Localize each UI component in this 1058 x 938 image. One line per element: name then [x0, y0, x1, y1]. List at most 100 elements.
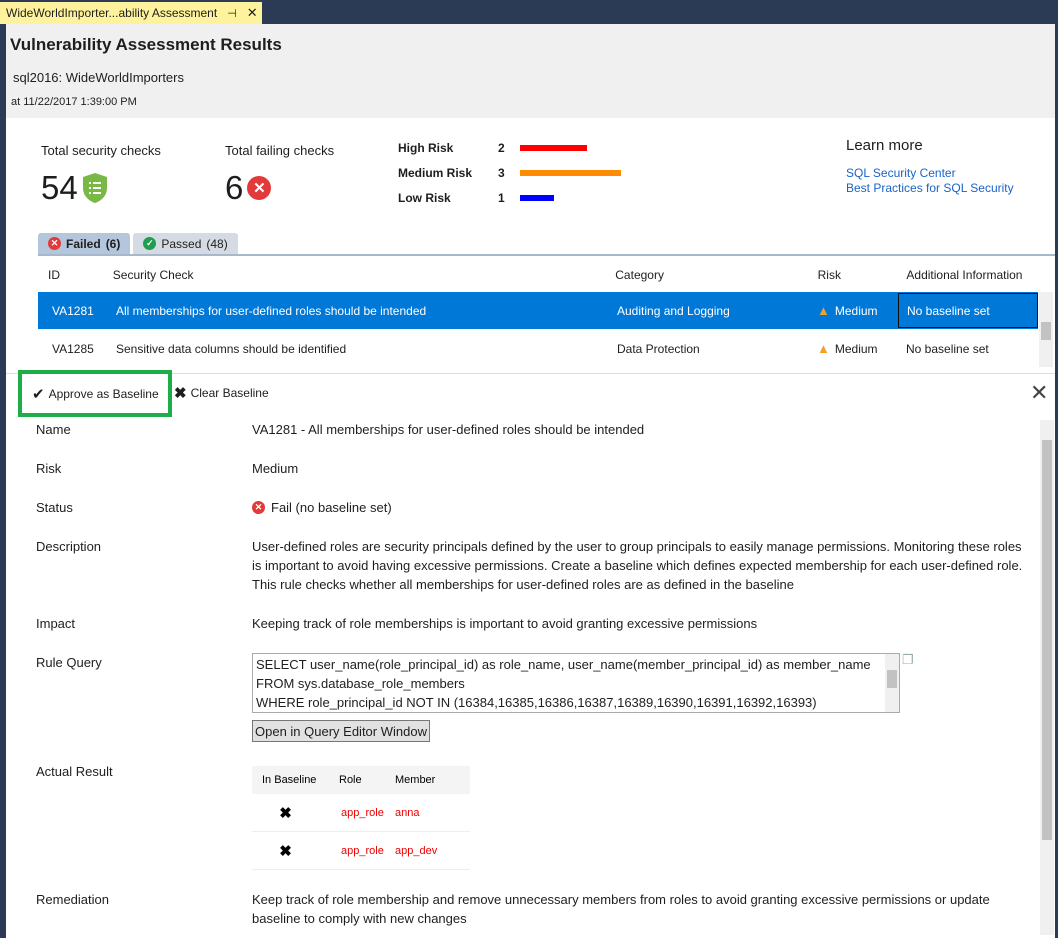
warning-icon: ▲	[817, 303, 830, 318]
table-row[interactable]: VA1281 All memberships for user-defined r…	[38, 292, 1038, 329]
cell-category: Auditing and Logging	[617, 303, 730, 318]
cell-role: app_role	[341, 844, 384, 857]
description-value: User-defined roles are security principa…	[252, 539, 1023, 592]
copy-icon[interactable]: ❐	[902, 652, 914, 667]
total-checks: 54	[41, 169, 108, 207]
total-value: 54	[41, 169, 78, 206]
risk-summary: High Risk 2 Medium Risk 3 Low Risk 1	[398, 135, 621, 210]
risk-label: High Risk	[398, 140, 454, 155]
warning-icon: ▲	[817, 341, 830, 356]
failing-checks-label: Total failing checks	[225, 143, 335, 158]
risk-value: Medium	[252, 461, 299, 476]
result-row: ✖ app_role app_dev	[252, 832, 470, 870]
header: Vulnerability Assessment Results sql2016…	[6, 24, 1055, 118]
check-icon: ✔	[32, 385, 45, 403]
cell-id: VA1281	[52, 303, 94, 318]
query-line: FROM sys.database_role_members	[256, 676, 465, 691]
cell-risk: Medium	[834, 341, 878, 356]
approve-label: Approve as Baseline	[48, 386, 159, 401]
pin-icon[interactable]: ⊣	[227, 7, 237, 20]
cell-role: app_role	[341, 806, 384, 819]
col-in-baseline: In Baseline	[262, 774, 317, 786]
failing-value: 6	[225, 169, 244, 206]
cell-id: VA1285	[52, 341, 94, 356]
col-category[interactable]: Category	[615, 268, 664, 282]
result-row: ✖ app_role anna	[252, 794, 470, 832]
tab-passed[interactable]: ✓ Passed (48)	[133, 233, 238, 254]
pass-icon: ✓	[143, 237, 157, 250]
server-db: sql2016: WideWorldImporters	[13, 70, 184, 85]
col-additional-info[interactable]: Additional Information	[906, 268, 1023, 282]
approve-baseline-button[interactable]: ✔ Approve as Baseline	[18, 370, 172, 417]
description-label: Description	[36, 539, 102, 554]
details-toolbar	[6, 373, 1055, 413]
close-details-icon[interactable]: ✕	[1030, 380, 1049, 405]
detail-status: Status ✕ Fail (no baseline set)	[36, 498, 1036, 517]
col-member: Member	[395, 774, 436, 786]
x-icon: ✖	[174, 385, 187, 402]
details-panel: Name VA1281 - All memberships for user-de…	[36, 420, 1036, 938]
fail-icon: ✕	[48, 237, 61, 250]
risk-label: Medium Risk	[398, 165, 473, 180]
not-in-baseline-icon: ✖	[279, 842, 292, 860]
risk-label: Low Risk	[398, 190, 451, 205]
fail-icon: ✕	[252, 501, 265, 514]
cell-category: Data Protection	[617, 341, 700, 356]
remediation-value: Keep track of role membership and remove…	[252, 892, 990, 926]
query-line: WHERE role_principal_id NOT IN (16384,16…	[256, 695, 817, 710]
query-label: Rule Query	[36, 655, 102, 670]
query-scrollbar[interactable]	[885, 654, 899, 712]
detail-description: Description User-defined roles are securi…	[36, 537, 1036, 594]
tab-count: (48)	[206, 236, 228, 251]
details-scrollbar[interactable]	[1040, 420, 1054, 935]
impact-value: Keeping track of role memberships is imp…	[252, 616, 758, 631]
table-header: ID Security Check Category Risk Addition…	[38, 264, 1038, 286]
content: Vulnerability Assessment Results sql2016…	[6, 24, 1055, 938]
detail-name: Name VA1281 - All memberships for user-de…	[36, 420, 1036, 439]
col-security-check[interactable]: Security Check	[112, 268, 194, 282]
status-label: Status	[36, 500, 73, 515]
risk-count: 1	[498, 190, 505, 205]
document-tab[interactable]: WideWorldImporter...ability Assessment ⊣…	[0, 2, 262, 24]
status-value: Fail (no baseline set)	[271, 500, 392, 515]
clear-label: Clear Baseline	[190, 386, 269, 400]
learn-more-title: Learn more	[846, 137, 923, 154]
cell-risk: Medium	[834, 303, 878, 318]
best-practices-link[interactable]: Best Practices for SQL Security	[846, 181, 1014, 195]
name-label: Name	[36, 422, 71, 437]
result-tabs: ✕ Failed (6) ✓ Passed (48)	[38, 233, 238, 254]
detail-impact: Impact Keeping track of role memberships …	[36, 614, 1036, 633]
detail-query: Rule Query SELECT user_name(role_princip…	[36, 652, 1036, 742]
cell-check: All memberships for user-defined roles s…	[116, 303, 427, 318]
table-row[interactable]: VA1285 Sensitive data columns should be i…	[38, 330, 1038, 367]
risk-row: High Risk 2	[398, 135, 621, 160]
timestamp: at 11/22/2017 1:39:00 PM	[11, 96, 137, 108]
detail-actual-result: Actual Result In Baseline Role Member ✖ app…	[36, 762, 1036, 870]
tab-divider	[38, 254, 1055, 256]
fail-icon: ✕	[247, 176, 272, 200]
cell-member: anna	[395, 806, 420, 819]
failing-checks: 6 ✕	[225, 169, 272, 207]
col-risk[interactable]: Risk	[817, 268, 841, 282]
rule-query-box[interactable]: SELECT user_name(role_principal_id) as r…	[252, 653, 900, 713]
detail-risk: Risk Medium	[36, 459, 1036, 478]
sql-security-center-link[interactable]: SQL Security Center	[846, 166, 956, 180]
name-value: VA1281 - All memberships for user-define…	[252, 422, 645, 437]
risk-count: 2	[498, 140, 505, 155]
clear-baseline-button[interactable]: ✖ Clear Baseline	[174, 382, 269, 404]
tab-failed[interactable]: ✕ Failed (6)	[38, 233, 131, 254]
risk-bar	[520, 194, 554, 201]
shield-check-icon	[82, 173, 107, 203]
remediation-label: Remediation	[36, 892, 109, 907]
detail-remediation: Remediation Keep track of role membership…	[36, 890, 1036, 928]
risk-bar	[520, 169, 621, 176]
risk-row: Medium Risk 3	[398, 160, 621, 185]
close-tab-icon[interactable]: ✕	[246, 5, 258, 20]
open-query-editor-button[interactable]: Open in Query Editor Window	[252, 720, 430, 742]
actual-result-table: In Baseline Role Member ✖ app_role anna ✖ app…	[252, 766, 470, 870]
col-id[interactable]: ID	[48, 268, 60, 282]
risk-row: Low Risk 1	[398, 185, 621, 210]
tab-label: Failed	[66, 236, 101, 251]
table-scrollbar[interactable]	[1039, 292, 1053, 367]
cell-info: No baseline set	[906, 341, 989, 356]
